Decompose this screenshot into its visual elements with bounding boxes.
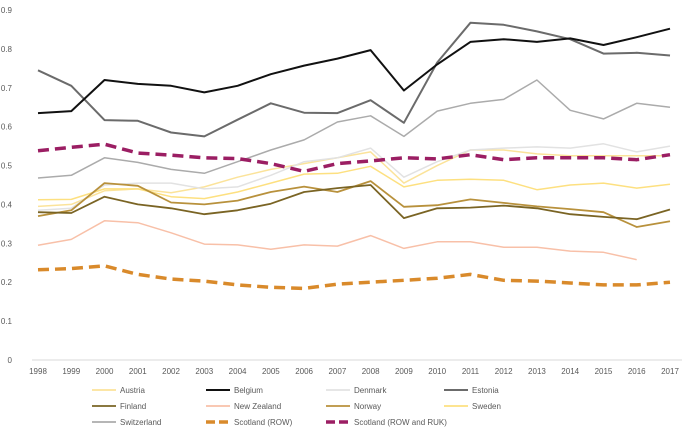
legend-label: Belgium: [234, 386, 263, 395]
y-tick-label: 0.7: [1, 84, 13, 93]
legend-label: Scotland (ROW): [234, 418, 293, 427]
series-line-austria: [37, 149, 670, 208]
legend-label: Estonia: [472, 386, 499, 395]
x-tick-label: 2009: [395, 367, 413, 376]
series-line-estonia: [37, 21, 671, 138]
x-axis: 1998 1999 2000 2001 2002 2003 2004 2005 2006 2007…: [29, 359, 682, 376]
x-tick-label: 2016: [628, 367, 646, 376]
legend-label: Norway: [354, 402, 381, 411]
x-tick-label: 1998: [29, 367, 47, 376]
legend-label: Switzerland: [120, 418, 161, 427]
x-tick-label: 2003: [195, 367, 213, 376]
y-tick-label: 0.3: [1, 239, 13, 248]
series-line-scotland-row-and-ruk: [37, 142, 671, 174]
series-line-belgium: [37, 27, 671, 115]
x-tick-label: 2001: [129, 367, 147, 376]
x-tick-label: 2011: [462, 367, 480, 376]
y-tick-label: 0.5: [1, 162, 13, 171]
legend-item: Sweden: [444, 402, 501, 411]
legend-item: Denmark: [326, 386, 387, 395]
series-line-denmark: [37, 143, 671, 212]
x-tick-label: 2010: [428, 367, 446, 376]
x-tick-label: 2012: [495, 367, 513, 376]
y-tick-label: 0: [8, 356, 13, 365]
legend: Austria Belgium Denmark Estonia Finland New Z…: [92, 386, 501, 427]
x-tick-label: 2004: [229, 367, 247, 376]
legend-item: Estonia: [444, 386, 499, 395]
series-line-scotland-row: [37, 264, 671, 291]
x-tick-label: 2002: [162, 367, 180, 376]
legend-label: Sweden: [472, 402, 501, 411]
x-tick-label: 2015: [595, 367, 613, 376]
legend-item: Scotland (ROW): [206, 418, 293, 427]
legend-label: Austria: [120, 386, 145, 395]
y-tick-label: 0.8: [1, 45, 13, 54]
y-tick-label: 0.1: [1, 317, 13, 326]
x-tick-label: 2008: [362, 367, 380, 376]
legend-label: Finland: [120, 402, 146, 411]
legend-label: New Zealand: [234, 402, 281, 411]
x-tick-label: 2013: [528, 367, 546, 376]
x-tick-label: 2014: [561, 367, 579, 376]
series-layer: [37, 21, 671, 291]
legend-item: Norway: [326, 402, 381, 411]
x-tick-label: 2005: [262, 367, 280, 376]
legend-item: Austria: [92, 386, 145, 395]
series-line-finland: [37, 184, 671, 221]
legend-item: Finland: [92, 402, 146, 411]
legend-item: Belgium: [206, 386, 263, 395]
y-tick-label: 0.6: [1, 123, 13, 132]
x-tick-label: 2007: [328, 367, 346, 376]
series-line-new-zealand: [37, 220, 637, 261]
x-tick-label: 2006: [295, 367, 313, 376]
y-tick-label: 0.2: [1, 278, 13, 287]
x-tick-label: 1999: [62, 367, 80, 376]
legend-item: New Zealand: [206, 402, 281, 411]
series-line-sweden: [37, 165, 671, 201]
x-tick-label: 2000: [96, 367, 114, 376]
series-line-switzerland: [37, 79, 671, 179]
legend-label: Scotland (ROW and RUK): [354, 418, 447, 427]
x-tick-label: 2017: [661, 367, 679, 376]
legend-item: Scotland (ROW and RUK): [326, 418, 447, 427]
y-tick-label: 0.4: [1, 200, 13, 209]
legend-label: Denmark: [354, 386, 387, 395]
y-tick-label: 0.9: [1, 6, 13, 15]
legend-item: Switzerland: [92, 418, 161, 427]
y-axis: 0 0.1 0.2 0.3 0.4 0.5 0.6 0.7 0.8 0.9: [1, 6, 13, 365]
